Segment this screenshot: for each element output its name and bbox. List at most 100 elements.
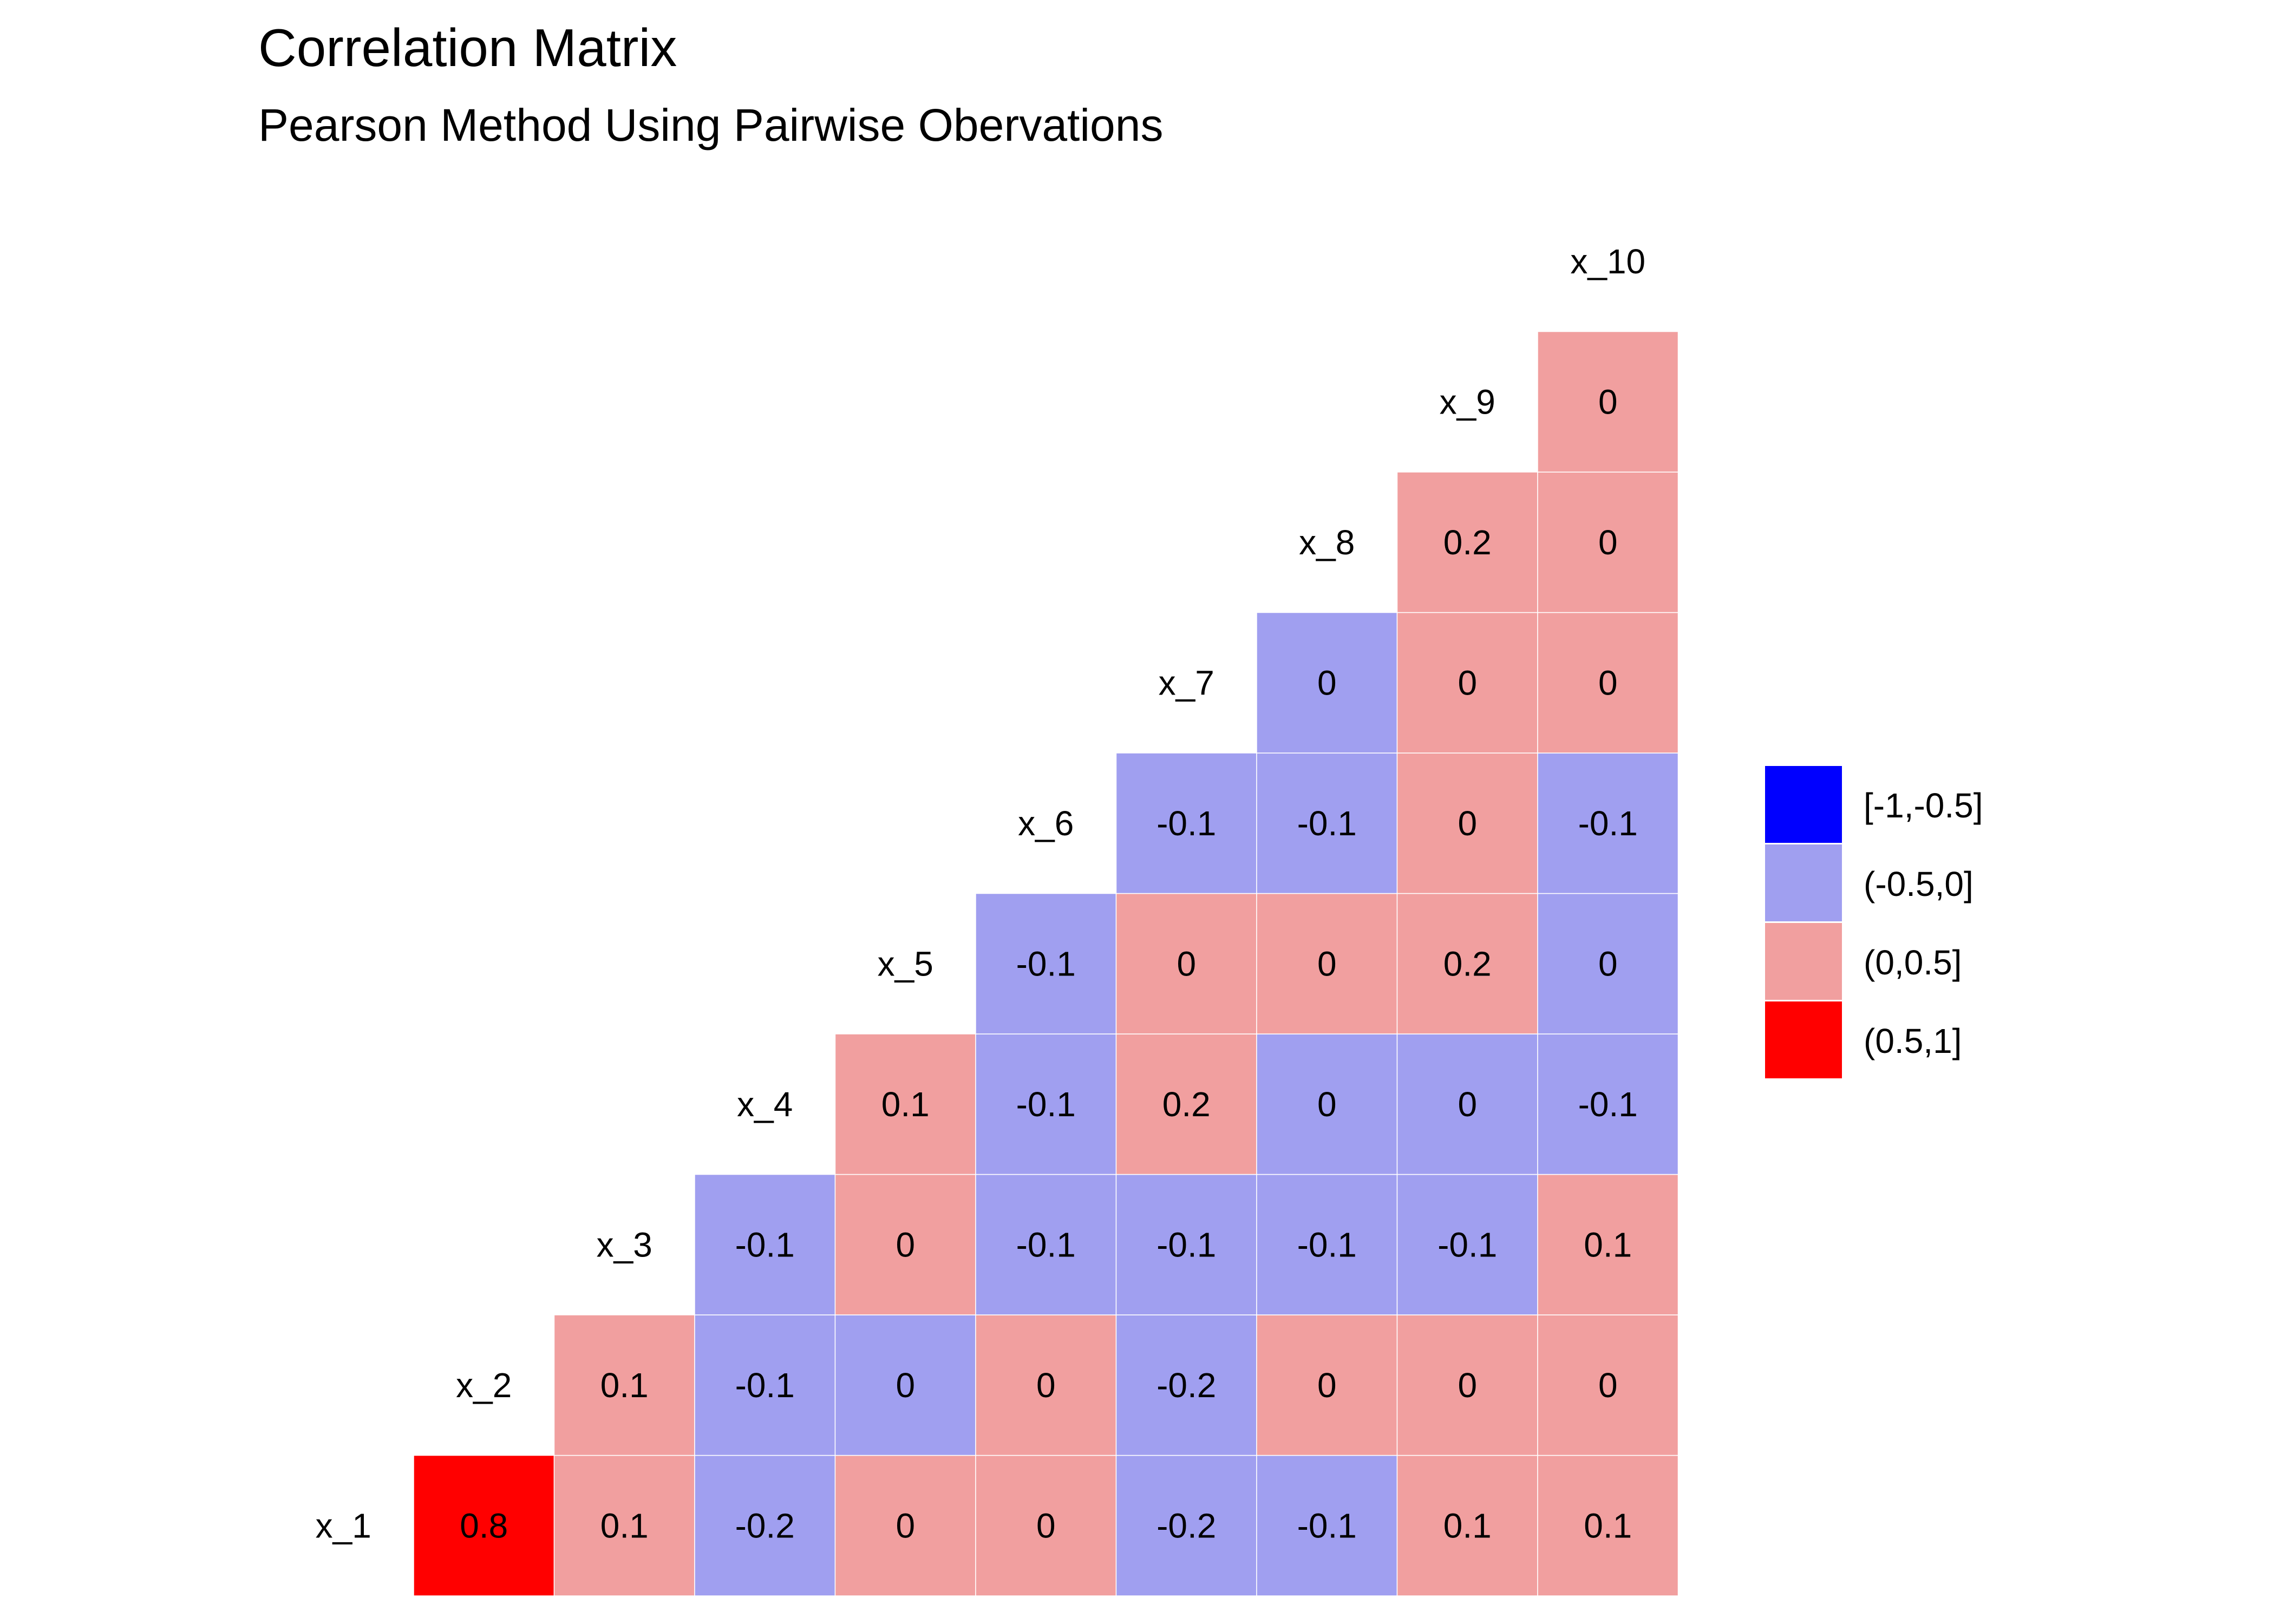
heatmap-cell-x_4-x_8 (1256, 1033, 1398, 1175)
variable-label-x_1: x_1 (316, 1506, 371, 1545)
heatmap-cell-x_8-x_10 (1537, 472, 1679, 613)
heatmap-cell-x_3-x_7 (1115, 1174, 1257, 1315)
cell-value-label: -0.1 (1016, 944, 1076, 983)
variable-label-x_3: x_3 (597, 1225, 652, 1264)
heatmap-cell-x_6-x_9 (1396, 752, 1538, 894)
cell-value-label: 0 (1317, 944, 1337, 983)
heatmap-cell-x_2-x_3 (553, 1314, 695, 1456)
chart-title: Correlation Matrix (258, 18, 677, 77)
cell-value-label: -0.2 (1156, 1506, 1216, 1545)
cell-value-label: 0 (1317, 1085, 1337, 1124)
heatmap-cell-x_5-x_6 (975, 893, 1117, 1034)
legend-label: (-0.5,0] (1864, 865, 1974, 903)
heatmap-cell-x_6-x_8 (1256, 752, 1398, 894)
cell-value-label: -0.1 (1297, 804, 1357, 843)
heatmap-cell-x_2-x_5 (834, 1314, 976, 1456)
heatmap-cell-x_1-x_10 (1537, 1455, 1679, 1596)
heatmap-cell-x_1-x_6 (975, 1455, 1117, 1596)
cell-value-label: -0.1 (1016, 1085, 1076, 1124)
cell-value-label: 0 (1458, 663, 1477, 702)
cell-value-label: 0 (1598, 1366, 1618, 1405)
cell-value-label: -0.1 (735, 1225, 795, 1264)
cell-value-label: 0 (896, 1506, 915, 1545)
heatmap-cell-x_7-x_10 (1537, 612, 1679, 754)
legend: [-1,-0.5] (-0.5,0] (0,0.5] (0.5,1] (1765, 766, 1983, 1078)
heatmap-cell-x_1-x_7 (1115, 1455, 1257, 1596)
cell-value-label: 0 (1598, 944, 1618, 983)
heatmap-cell-x_1-x_9 (1396, 1455, 1538, 1596)
heatmap-cell-x_5-x_10 (1537, 893, 1679, 1034)
chart-subtitle: Pearson Method Using Pairwise Obervation… (258, 100, 1163, 150)
legend-swatch (1765, 923, 1842, 1000)
heatmap-cell-x_4-x_9 (1396, 1033, 1538, 1175)
heatmap-cell-x_6-x_7 (1115, 752, 1257, 894)
legend-label: (0.5,1] (1864, 1021, 1962, 1060)
heatmap-cell-x_5-x_9 (1396, 893, 1538, 1034)
heatmap-cell-x_1-x_2 (413, 1455, 555, 1596)
heatmap-cell-x_2-x_10 (1537, 1314, 1679, 1456)
cell-value-label: 0.1 (881, 1085, 930, 1124)
heatmap-cell-x_4-x_10 (1537, 1033, 1679, 1175)
heatmap-cell-x_4-x_5 (834, 1033, 976, 1175)
legend-label: (0,0.5] (1864, 943, 1962, 982)
cell-value-label: 0.1 (1584, 1506, 1632, 1545)
heatmap-cell-x_7-x_9 (1396, 612, 1538, 754)
variable-label-x_4: x_4 (737, 1085, 793, 1124)
heatmap-cell-x_2-x_9 (1396, 1314, 1538, 1456)
cell-value-label: 0 (1458, 804, 1477, 843)
variable-label-x_6: x_6 (1018, 804, 1074, 843)
cell-value-label: -0.1 (1297, 1225, 1357, 1264)
cell-value-label: 0 (1036, 1366, 1056, 1405)
cell-value-label: -0.2 (735, 1506, 795, 1545)
cell-value-label: 0 (1598, 663, 1618, 702)
legend-label: [-1,-0.5] (1864, 786, 1983, 825)
cell-value-label: 0.1 (1584, 1225, 1632, 1264)
heatmap-cell-x_2-x_8 (1256, 1314, 1398, 1456)
variable-labels: x_1 x_2 x_3 x_4 x_5 x_6 x_7 x_8 x_9 x_10 (316, 242, 1645, 1546)
heatmap-cell-x_7-x_8 (1256, 612, 1398, 754)
cell-value-label: -0.1 (1016, 1225, 1076, 1264)
cell-value-label: 0.1 (600, 1506, 649, 1545)
cell-value-label: 0 (1598, 523, 1618, 562)
cell-value-label: 0 (1177, 944, 1196, 983)
variable-label-x_7: x_7 (1159, 663, 1214, 702)
cell-value-label: 0.8 (460, 1506, 508, 1545)
cell-value-label: -0.1 (1578, 1085, 1638, 1124)
legend-swatch (1765, 844, 1842, 921)
variable-label-x_8: x_8 (1299, 523, 1355, 562)
heatmap-cell-x_1-x_5 (834, 1455, 976, 1596)
cell-value-label: 0.1 (1443, 1506, 1492, 1545)
cell-value-label: 0.1 (600, 1366, 649, 1405)
legend-swatch (1765, 766, 1842, 843)
cell-value-label: 0 (896, 1225, 915, 1264)
cell-value-label: -0.2 (1156, 1366, 1216, 1405)
heatmap-cell-x_1-x_3 (553, 1455, 695, 1596)
cell-value-label: 0 (1317, 1366, 1337, 1405)
heatmap-cell-x_3-x_5 (834, 1174, 976, 1315)
heatmap-cell-x_8-x_9 (1396, 472, 1538, 613)
heatmap-cell-x_3-x_4 (694, 1174, 836, 1315)
heatmap-cell-x_9-x_10 (1537, 331, 1679, 473)
cell-value-label: 0 (1036, 1506, 1056, 1545)
variable-label-x_10: x_10 (1570, 242, 1645, 281)
cell-value-label: -0.1 (735, 1366, 795, 1405)
variable-label-x_9: x_9 (1440, 382, 1495, 421)
cell-value-label: -0.1 (1437, 1225, 1497, 1264)
cell-value-label: 0.2 (1443, 944, 1492, 983)
cell-value-label: -0.1 (1297, 1506, 1357, 1545)
cell-value-label: 0 (1458, 1085, 1477, 1124)
legend-swatch (1765, 1001, 1842, 1078)
cell-value-label: -0.1 (1156, 804, 1216, 843)
heatmap-cell-x_4-x_7 (1115, 1033, 1257, 1175)
cell-value-label: 0 (896, 1366, 915, 1405)
cell-value-label: 0 (1598, 382, 1618, 421)
cell-value-label: 0.2 (1162, 1085, 1211, 1124)
cell-value-label: 0 (1317, 663, 1337, 702)
heatmap-cell-x_2-x_6 (975, 1314, 1117, 1456)
heatmap-cell-x_3-x_6 (975, 1174, 1117, 1315)
cell-value-label: 0.2 (1443, 523, 1492, 562)
variable-label-x_2: x_2 (456, 1366, 512, 1405)
cell-value-label: -0.1 (1156, 1225, 1216, 1264)
variable-label-x_5: x_5 (878, 944, 933, 983)
